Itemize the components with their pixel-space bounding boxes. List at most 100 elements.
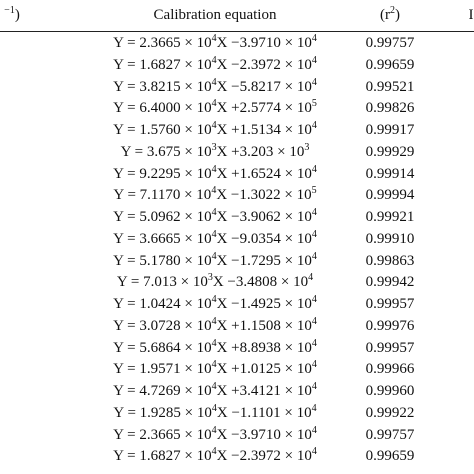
header-cell: I [469, 6, 474, 24]
text: X +3.4121 × 10 [216, 383, 312, 399]
r2-cell: 0.99757 [366, 426, 415, 444]
header-cell: (r2) [380, 6, 400, 24]
text: X −1.4925 × 10 [216, 296, 312, 312]
superscript: 4 [211, 359, 217, 371]
superscript: 4 [211, 315, 217, 327]
superscript: 4 [311, 33, 317, 44]
text: 0.99521 [365, 78, 415, 95]
superscript: 3 [207, 272, 213, 284]
superscript: 4 [211, 207, 217, 218]
text: X +2.5774 × 10 [216, 100, 312, 117]
equation-cell: Y = 3.8215 × 104X −5.8217 × 104 [113, 77, 317, 96]
text: 0.99914 [365, 165, 415, 182]
equation-cell: Y = 1.9285 × 104X −1.1101 × 104 [113, 402, 317, 422]
text: X −2.3972 × 10 [216, 56, 312, 73]
r2-cell: 0.99960 [366, 382, 415, 400]
text: X −9.0354 × 10 [216, 230, 312, 247]
superscript: 4 [311, 207, 317, 218]
text: Y = 9.2295 × 10 [113, 165, 212, 182]
superscript: 4 [311, 424, 317, 436]
superscript: 4 [311, 402, 317, 414]
r2-cell: 0.99957 [366, 339, 415, 357]
header-rule [0, 31, 474, 32]
equation-cell: Y = 1.9571 × 104X +1.0125 × 104 [113, 360, 317, 378]
text: 0.99929 [365, 143, 415, 160]
r2-cell: 0.99659 [366, 56, 415, 74]
superscript: 4 [311, 315, 317, 327]
equation-cell: Y = 2.3665 × 104X −3.9710 × 104 [113, 34, 317, 52]
r2-cell: 0.99826 [366, 99, 415, 117]
equation-cell: Y = 1.6827 × 104X −2.3972 × 104 [113, 447, 317, 465]
text: 0.99957 [365, 339, 415, 356]
r2-cell: 0.99922 [366, 404, 415, 422]
r2-cell: 0.99757 [366, 34, 415, 52]
r2-cell: 0.99942 [366, 273, 415, 291]
equation-cell: Y = 1.5760 × 104X +1.5134 × 104 [113, 121, 317, 139]
text: Y = 5.0962 × 10 [113, 209, 212, 225]
header-cell: Calibration equation [154, 6, 277, 24]
text: X −3.9710 × 10 [216, 35, 312, 51]
superscript: 4 [311, 54, 317, 66]
text: Y = 1.5760 × 10 [113, 122, 212, 138]
superscript: 4 [211, 250, 217, 262]
text: Y = 4.7269 × 10 [113, 383, 212, 399]
equation-cell: Y = 3.6665 × 104X −9.0354 × 104 [113, 228, 317, 248]
r2-cell: 0.99910 [366, 230, 415, 248]
superscript: 4 [211, 185, 217, 197]
superscript: 4 [311, 228, 317, 240]
text: X −1.1101 × 10 [216, 404, 312, 421]
equation-cell: Y = 4.7269 × 104X +3.4121 × 104 [113, 382, 317, 400]
text: Y = 2.3665 × 10 [113, 426, 212, 443]
text: X +1.6524 × 10 [216, 165, 312, 182]
superscript: 4 [311, 381, 317, 392]
text: 0.99757 [365, 426, 415, 443]
text: 0.99922 [365, 404, 415, 421]
text: 0.99917 [365, 122, 415, 138]
equation-cell: Y = 1.0424 × 104X −1.4925 × 104 [113, 295, 317, 313]
text: X −1.3022 × 10 [216, 187, 312, 204]
text: Y = 1.0424 × 10 [113, 296, 212, 312]
text: ) [395, 7, 400, 23]
r2-cell: 0.99863 [366, 252, 415, 270]
text: 0.99863 [365, 252, 415, 269]
equation-cell: Y = 9.2295 × 104X +1.6524 × 104 [113, 163, 317, 183]
text: I [468, 7, 474, 23]
superscript: 4 [311, 250, 317, 262]
r2-cell: 0.99966 [366, 360, 415, 378]
text: Y = 1.9571 × 10 [113, 361, 212, 378]
text: 0.99957 [365, 296, 415, 312]
superscript: 5 [311, 98, 317, 110]
r2-cell: 0.99917 [366, 121, 415, 139]
superscript: 5 [311, 185, 317, 197]
superscript: 3 [211, 141, 217, 153]
text: 0.99659 [365, 448, 415, 465]
superscript: 4 [211, 402, 217, 414]
text: 0.99659 [365, 56, 415, 73]
r2-cell: 0.99921 [366, 208, 415, 226]
text: X −3.9062 × 10 [216, 209, 312, 225]
text: 0.99942 [365, 274, 415, 291]
text: Y = 2.3665 × 10 [113, 35, 212, 51]
text: 0.99976 [365, 317, 415, 334]
text: Y = 3.8215 × 10 [113, 78, 212, 95]
superscript: 4 [311, 359, 317, 371]
header-cell: −1) [4, 6, 20, 24]
r2-cell: 0.99659 [366, 447, 415, 465]
r2-cell: 0.99976 [366, 317, 415, 335]
superscript: 4 [211, 54, 217, 66]
text: Y = 7.1170 × 10 [113, 187, 212, 204]
text: Y = 1.9285 × 10 [113, 404, 212, 421]
text: Y = 3.0728 × 10 [113, 317, 212, 334]
text: X −3.4808 × 10 [212, 274, 309, 291]
superscript: 4 [211, 294, 217, 305]
equation-cell: Y = 3.675 × 103X +3.203 × 103 [121, 141, 310, 161]
equation-cell: Y = 7.1170 × 104X −1.3022 × 105 [113, 186, 316, 204]
text: Y = 1.6827 × 10 [113, 56, 212, 73]
text: Y = 5.1780 × 10 [113, 252, 212, 269]
superscript: 4 [211, 163, 217, 175]
superscript: 4 [308, 272, 314, 284]
r2-cell: 0.99957 [366, 295, 415, 313]
text: 0.99910 [365, 230, 415, 247]
equation-cell: Y = 5.6864 × 104X +8.8938 × 104 [113, 338, 317, 357]
